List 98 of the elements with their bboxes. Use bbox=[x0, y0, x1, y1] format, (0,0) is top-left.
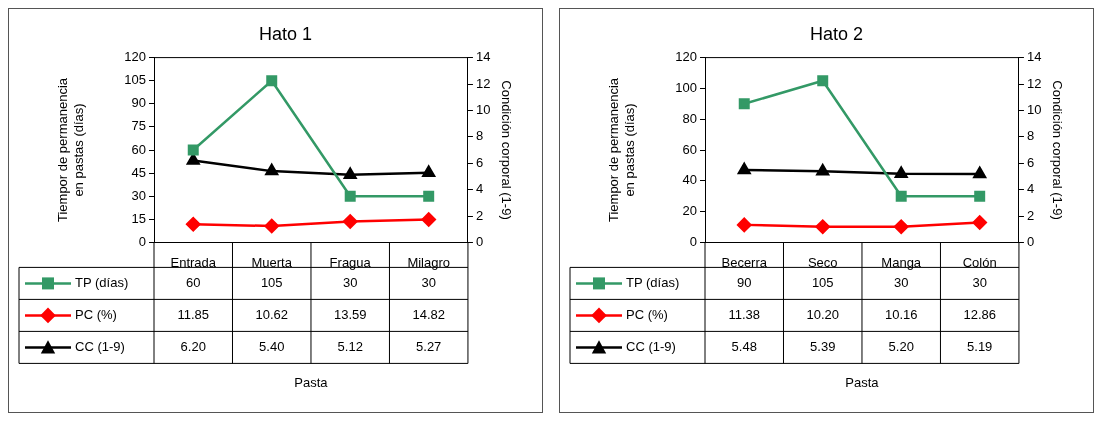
point bbox=[344, 190, 356, 202]
point bbox=[342, 214, 358, 229]
point bbox=[187, 144, 199, 156]
data-label: 10.20 bbox=[806, 306, 839, 322]
y-tick-label: 60 bbox=[682, 141, 697, 157]
y-tick-label: 120 bbox=[124, 49, 146, 65]
data-label: 11.85 bbox=[177, 306, 210, 322]
data-label: 90 bbox=[737, 274, 752, 290]
y-axis-title: Tiempor de permanencia en pastas (días) bbox=[606, 77, 637, 223]
y2-tick-label: 2 bbox=[1026, 207, 1035, 223]
data-label: 5.20 bbox=[888, 338, 914, 354]
y-tick-label: 0 bbox=[689, 233, 697, 249]
y-tick-label: 120 bbox=[675, 49, 697, 65]
point bbox=[736, 217, 752, 233]
data-label: 10.16 bbox=[884, 306, 918, 322]
y2-tick-label: 10 bbox=[1026, 101, 1042, 117]
point bbox=[817, 75, 829, 87]
y2-tick-label: 4 bbox=[475, 181, 484, 197]
y2-tick-label: 6 bbox=[1026, 154, 1035, 170]
x-tick-label: Milagro bbox=[407, 254, 451, 270]
data-label: 5.40 bbox=[259, 338, 285, 354]
data-label: 11.38 bbox=[728, 306, 761, 322]
y-tick-label: 45 bbox=[131, 164, 146, 180]
y-tick-label: 40 bbox=[682, 172, 697, 188]
x-tick-label: Manga bbox=[881, 254, 922, 270]
x-tick-label: Muerta bbox=[251, 254, 293, 270]
y2-tick-label: 8 bbox=[1026, 128, 1035, 144]
x-axis-title: Pasta bbox=[294, 374, 329, 390]
y2-tick-label: 12 bbox=[1026, 75, 1042, 91]
point bbox=[266, 75, 278, 87]
data-label: 10.62 bbox=[255, 306, 288, 322]
point bbox=[422, 165, 436, 178]
y-tick-label: 15 bbox=[131, 210, 146, 226]
data-label: 5.39 bbox=[810, 338, 836, 354]
data-label: 105 bbox=[811, 274, 834, 290]
data-label: 6.20 bbox=[180, 338, 206, 354]
data-label: 60 bbox=[186, 274, 201, 290]
data-label: 5.48 bbox=[731, 338, 757, 354]
data-label: 13.59 bbox=[333, 306, 367, 322]
point bbox=[264, 218, 279, 234]
point bbox=[815, 219, 830, 234]
point bbox=[738, 98, 750, 110]
y-axis-title: Tiempor de permanencia en pastas (días) bbox=[55, 77, 86, 223]
point bbox=[423, 190, 435, 202]
data-label: 5.19 bbox=[967, 338, 993, 354]
point bbox=[185, 216, 201, 232]
legend-label: TP (días) bbox=[626, 274, 680, 290]
data-label: 12.86 bbox=[963, 306, 996, 322]
data-label: 105 bbox=[260, 274, 283, 290]
point bbox=[421, 212, 436, 227]
y2-tick-label: 8 bbox=[475, 128, 484, 144]
legend-label: PC (%) bbox=[75, 306, 117, 322]
y2-tick-label: 0 bbox=[1026, 233, 1035, 249]
data-label: 30 bbox=[893, 274, 909, 290]
x-tick-label: Entrada bbox=[170, 254, 217, 270]
y-tick-label: 75 bbox=[131, 118, 146, 134]
y2-tick-label: 10 bbox=[475, 101, 491, 117]
x-axis-title: Pasta bbox=[845, 374, 880, 390]
x-tick-label: Seco bbox=[807, 254, 838, 270]
y-tick-label: 0 bbox=[138, 233, 146, 249]
y2-tick-label: 14 bbox=[1026, 49, 1042, 65]
y2-tick-label: 12 bbox=[475, 75, 491, 91]
x-tick-label: Colón bbox=[962, 254, 997, 270]
legend-label: CC (1-9) bbox=[626, 338, 676, 354]
point bbox=[343, 167, 357, 180]
legend-label: PC (%) bbox=[626, 306, 668, 322]
y-tick-label: 105 bbox=[124, 72, 146, 88]
y-tick-label: 60 bbox=[131, 141, 146, 157]
y2-axis-title: Condición corporal (1-9) bbox=[1049, 80, 1065, 220]
y2-axis-title: Condición corporal (1-9) bbox=[498, 80, 514, 220]
y2-tick-label: 14 bbox=[475, 49, 491, 65]
x-tick-label: Becerra bbox=[721, 254, 768, 270]
y-tick-label: 100 bbox=[675, 79, 697, 95]
legend-label: CC (1-9) bbox=[75, 338, 125, 354]
y-tick-label: 20 bbox=[682, 203, 697, 219]
y-tick-label: 90 bbox=[131, 95, 146, 111]
y2-tick-label: 0 bbox=[475, 233, 484, 249]
data-label: 14.82 bbox=[412, 306, 445, 322]
y2-tick-label: 2 bbox=[475, 207, 484, 223]
point bbox=[186, 153, 200, 165]
data-label: 30 bbox=[421, 274, 436, 290]
y-tick-label: 80 bbox=[682, 110, 697, 126]
chart-title: Hato 2 bbox=[809, 23, 864, 44]
y2-tick-label: 6 bbox=[475, 154, 484, 170]
data-label: 5.12 bbox=[337, 338, 363, 354]
point bbox=[974, 190, 986, 202]
data-label: 30 bbox=[342, 274, 358, 290]
point bbox=[972, 215, 987, 230]
point bbox=[893, 219, 909, 234]
point bbox=[265, 163, 279, 176]
y-tick-label: 30 bbox=[131, 187, 146, 203]
data-label: 30 bbox=[972, 274, 987, 290]
y2-tick-label: 4 bbox=[1026, 181, 1035, 197]
x-tick-label: Fragua bbox=[329, 254, 372, 270]
legend-label: TP (días) bbox=[75, 274, 129, 290]
point bbox=[895, 190, 907, 202]
chart-title: Hato 1 bbox=[258, 23, 313, 44]
data-label: 5.27 bbox=[416, 338, 442, 354]
